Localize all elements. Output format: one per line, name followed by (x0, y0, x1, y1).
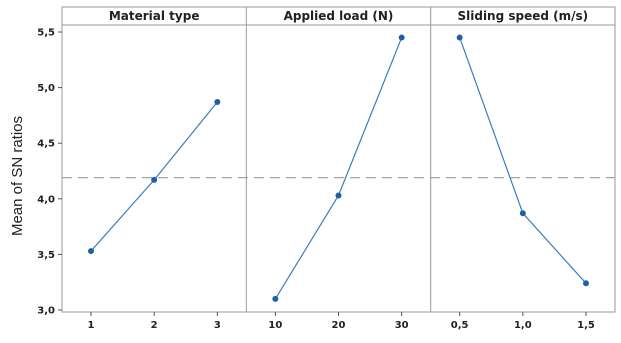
data-point (456, 34, 463, 41)
data-point (88, 248, 94, 255)
data-point (519, 210, 526, 217)
series-line (274, 37, 403, 300)
panel-title: Material type (109, 9, 200, 23)
x-tick-label: 0,5 (451, 320, 469, 331)
y-tick-label: 4,0 (37, 194, 55, 205)
panel-title: Applied load (N) (284, 9, 394, 23)
panel-title: Sliding speed (m/s) (457, 9, 588, 23)
data-point (151, 176, 158, 183)
x-tick-label: 30 (395, 320, 409, 331)
x-tick-label: 2 (151, 320, 158, 331)
x-tick-label: 1,5 (577, 320, 595, 331)
series-line (90, 101, 218, 252)
y-tick-label: 3,0 (37, 306, 55, 317)
x-tick-label: 20 (332, 320, 346, 331)
x-tick-label: 10 (268, 320, 282, 331)
y-tick-label: 4,5 (37, 139, 55, 150)
data-point (272, 295, 279, 302)
y-tick-label: 5,0 (37, 83, 55, 94)
x-tick-label: 1,0 (514, 320, 532, 331)
y-tick-label: 3,5 (37, 250, 55, 261)
y-tick-label: 5,5 (37, 28, 55, 39)
data-point (583, 280, 589, 287)
y-axis-label: Mean of SN ratios (9, 116, 26, 236)
series-line (459, 37, 587, 284)
x-tick-label: 1 (88, 320, 95, 331)
data-point (214, 99, 221, 106)
x-tick-label: 3 (214, 320, 221, 331)
plot-frame (61, 6, 616, 313)
data-point (398, 34, 405, 41)
data-point (335, 192, 342, 199)
